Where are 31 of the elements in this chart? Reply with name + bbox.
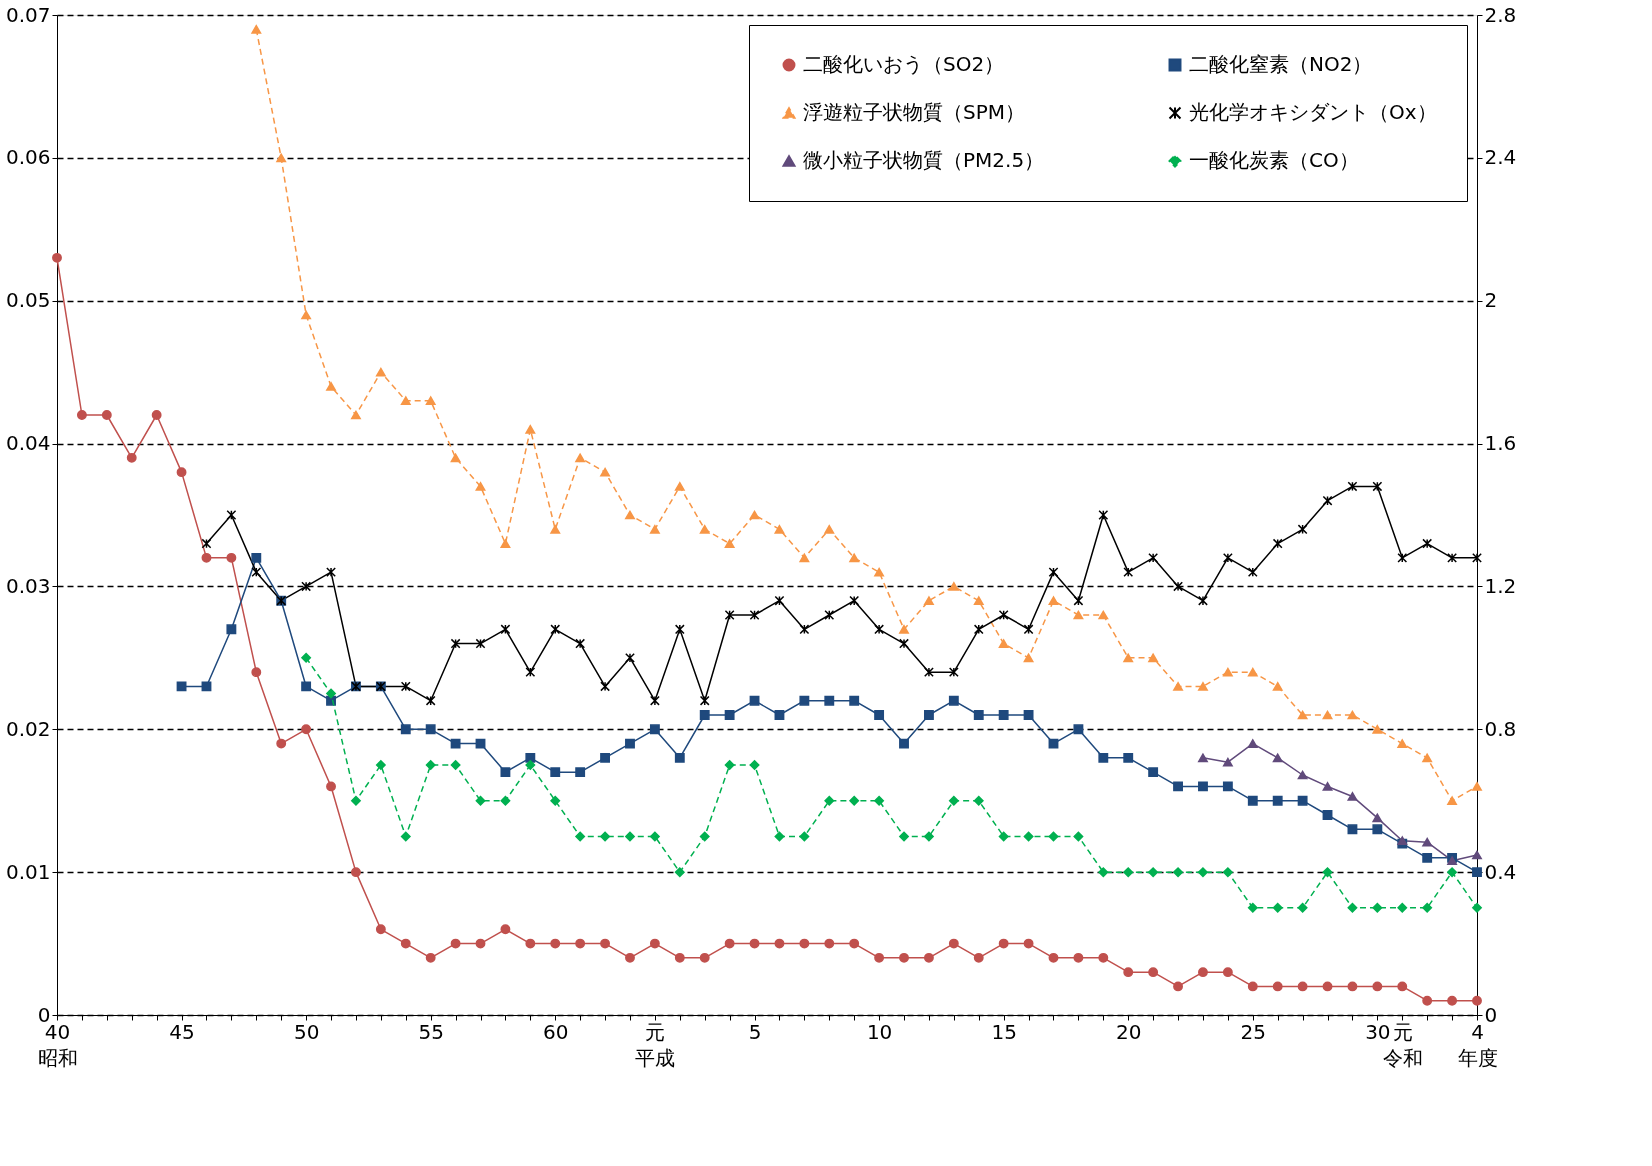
- y2-tick-label: 2.8: [1484, 2, 1517, 27]
- y2-tick-label: 1.2: [1484, 573, 1517, 598]
- x-tick-label: 元平成: [635, 1019, 676, 1070]
- legend-label: 二酸化いおう（SO2）: [803, 52, 1005, 76]
- y2-tick-label: 1.6: [1484, 431, 1517, 456]
- x-tick-label: 45: [169, 1019, 195, 1044]
- y-tick-label: 0.05: [5, 288, 51, 313]
- y2-tick-label: 0.4: [1484, 859, 1517, 884]
- x-tick-label: 55: [418, 1019, 444, 1044]
- y2-tick-label: 0.8: [1484, 716, 1517, 741]
- y2-tick-label: 2: [1484, 288, 1498, 313]
- legend-label: 一酸化炭素（CO）: [1189, 148, 1359, 172]
- x-tick-label: 50: [293, 1019, 320, 1044]
- y-tick-label: 0.06: [5, 145, 51, 170]
- legend-label: 光化学オキシダント（Ox）: [1189, 100, 1437, 124]
- legend-label: 二酸化窒素（NO2）: [1189, 52, 1373, 76]
- x-tick-label: 5: [748, 1019, 762, 1044]
- x-tick-label: 60: [543, 1019, 569, 1044]
- y-tick-label: 0.02: [5, 716, 51, 741]
- x-tick-label: 15: [991, 1019, 1017, 1044]
- x-tick-label: 10: [866, 1019, 893, 1044]
- y2-tick-label: 2.4: [1484, 145, 1517, 170]
- y-tick-label: 0.07: [5, 2, 51, 27]
- y-tick-label: 0.03: [5, 573, 51, 598]
- legend-label: 微小粒子状物質（PM2.5）: [803, 148, 1045, 172]
- x-tick-label: 20: [1116, 1019, 1142, 1044]
- y-tick-label: 0.01: [5, 859, 51, 884]
- legend-label: 浮遊粒子状物質（SPM）: [803, 100, 1026, 124]
- x-tick-label: 30: [1365, 1019, 1391, 1044]
- y-tick-label: 0.04: [5, 431, 51, 456]
- x-tick-label: 25: [1240, 1019, 1267, 1044]
